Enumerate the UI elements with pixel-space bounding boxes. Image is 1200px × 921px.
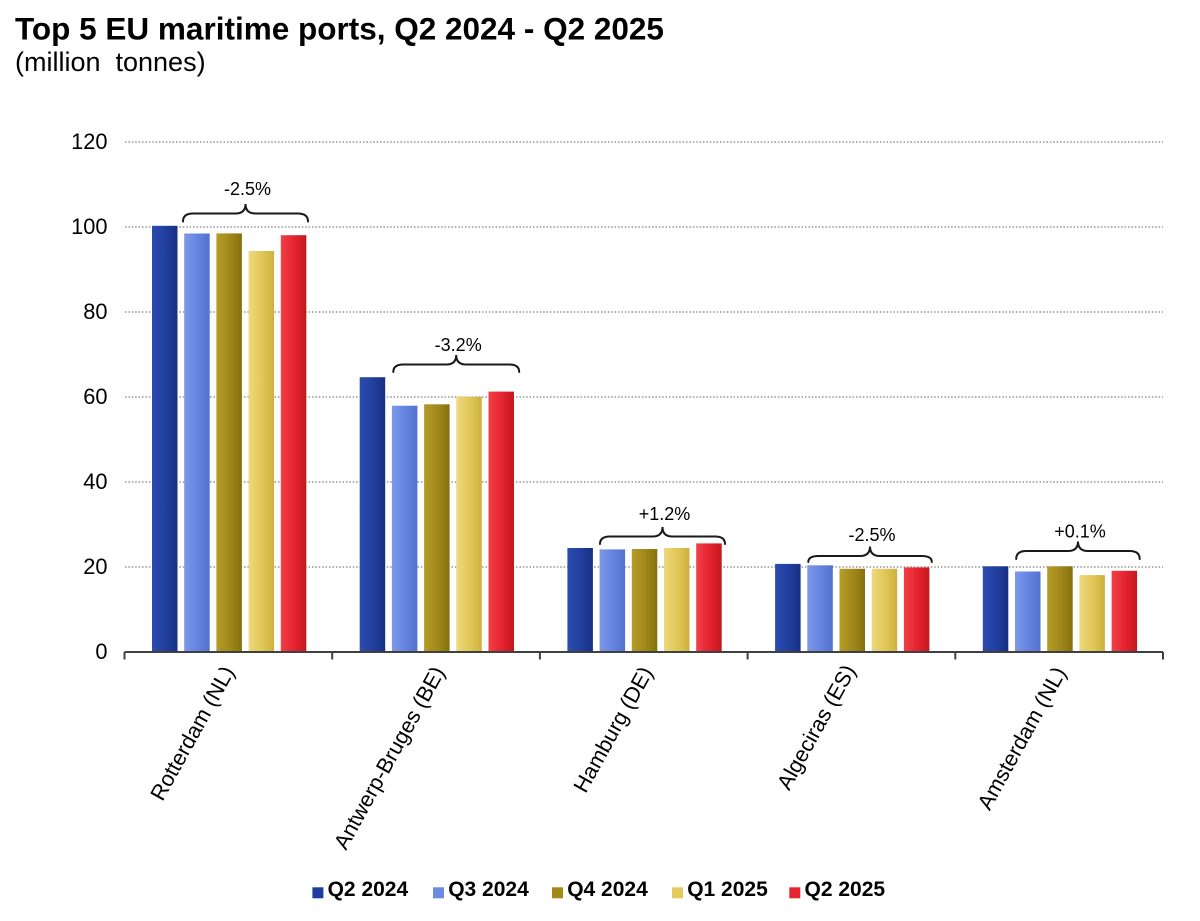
svg-text:Q1 2025: Q1 2025 <box>687 878 768 901</box>
svg-text:Q4 2024: Q4 2024 <box>567 878 648 901</box>
svg-text:-2.5%: -2.5% <box>224 179 271 199</box>
svg-text:+1.2%: +1.2% <box>639 504 691 524</box>
svg-text:0: 0 <box>95 639 107 664</box>
svg-text:-2.5%: -2.5% <box>848 525 895 545</box>
svg-text:Q3 2024: Q3 2024 <box>448 878 529 901</box>
svg-text:+0.1%: +0.1% <box>1054 522 1106 542</box>
svg-text:-3.2%: -3.2% <box>435 335 482 355</box>
svg-text:(million tonnes): (million tonnes) <box>15 47 206 77</box>
svg-text:Top 5 EU maritime ports, Q2 20: Top 5 EU maritime ports, Q2 2024 - Q2 20… <box>15 11 664 47</box>
svg-text:40: 40 <box>83 469 107 494</box>
svg-text:60: 60 <box>83 384 107 409</box>
svg-text:80: 80 <box>83 299 107 324</box>
svg-text:100: 100 <box>71 214 107 239</box>
svg-text:20: 20 <box>83 554 107 579</box>
svg-text:Q2 2024: Q2 2024 <box>328 878 409 901</box>
svg-text:Q2 2025: Q2 2025 <box>805 878 886 901</box>
svg-text:120: 120 <box>71 129 107 154</box>
